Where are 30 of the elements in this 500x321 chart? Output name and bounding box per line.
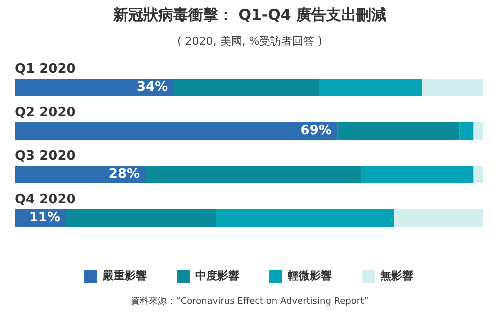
bar — [15, 79, 174, 96]
legend-label: 中度影響 — [196, 269, 240, 282]
source-note: 資料來源：“Coronavirus Effect on Advertising Report” — [130, 296, 370, 308]
legend-label: 輕微影響 — [287, 269, 332, 282]
data-label: 28% — [108, 167, 140, 182]
bar — [338, 122, 460, 140]
legend-label: 嚴重影響 — [102, 269, 147, 282]
y-tick-label: Q1 2020 — [15, 62, 76, 77]
bar — [319, 79, 422, 96]
y-tick-label: Q3 2020 — [15, 148, 76, 164]
data-label: 11% — [29, 210, 60, 226]
legend-label: 無影響 — [380, 269, 414, 282]
bar — [216, 210, 394, 227]
bar — [422, 79, 483, 96]
bar — [174, 79, 320, 96]
bar — [146, 166, 362, 184]
bar — [460, 122, 474, 140]
bar — [15, 122, 338, 140]
chart-title: 新冠狀病毒衝擊： Q1-Q4 廣告支出刪減 — [112, 6, 388, 26]
bar — [474, 122, 483, 140]
bar — [15, 166, 146, 184]
chart-subtitle: ( 2020, 美國, %受訪者回答 ) — [176, 34, 324, 48]
bar — [66, 210, 216, 227]
y-tick-label: Q2 2020 — [15, 105, 76, 120]
bar — [361, 166, 474, 184]
bar — [474, 166, 483, 184]
y-tick-label: Q4 2020 — [15, 192, 76, 208]
data-label: 69% — [300, 124, 332, 139]
data-label: 34% — [136, 80, 168, 96]
bar — [394, 210, 483, 227]
